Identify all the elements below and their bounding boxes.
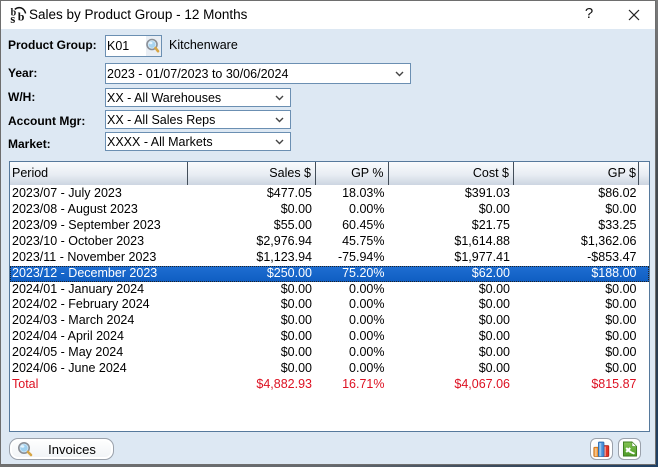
svg-text:b: b: [18, 10, 25, 24]
svg-text:b: b: [11, 8, 17, 19]
svg-text:s: s: [10, 12, 15, 24]
